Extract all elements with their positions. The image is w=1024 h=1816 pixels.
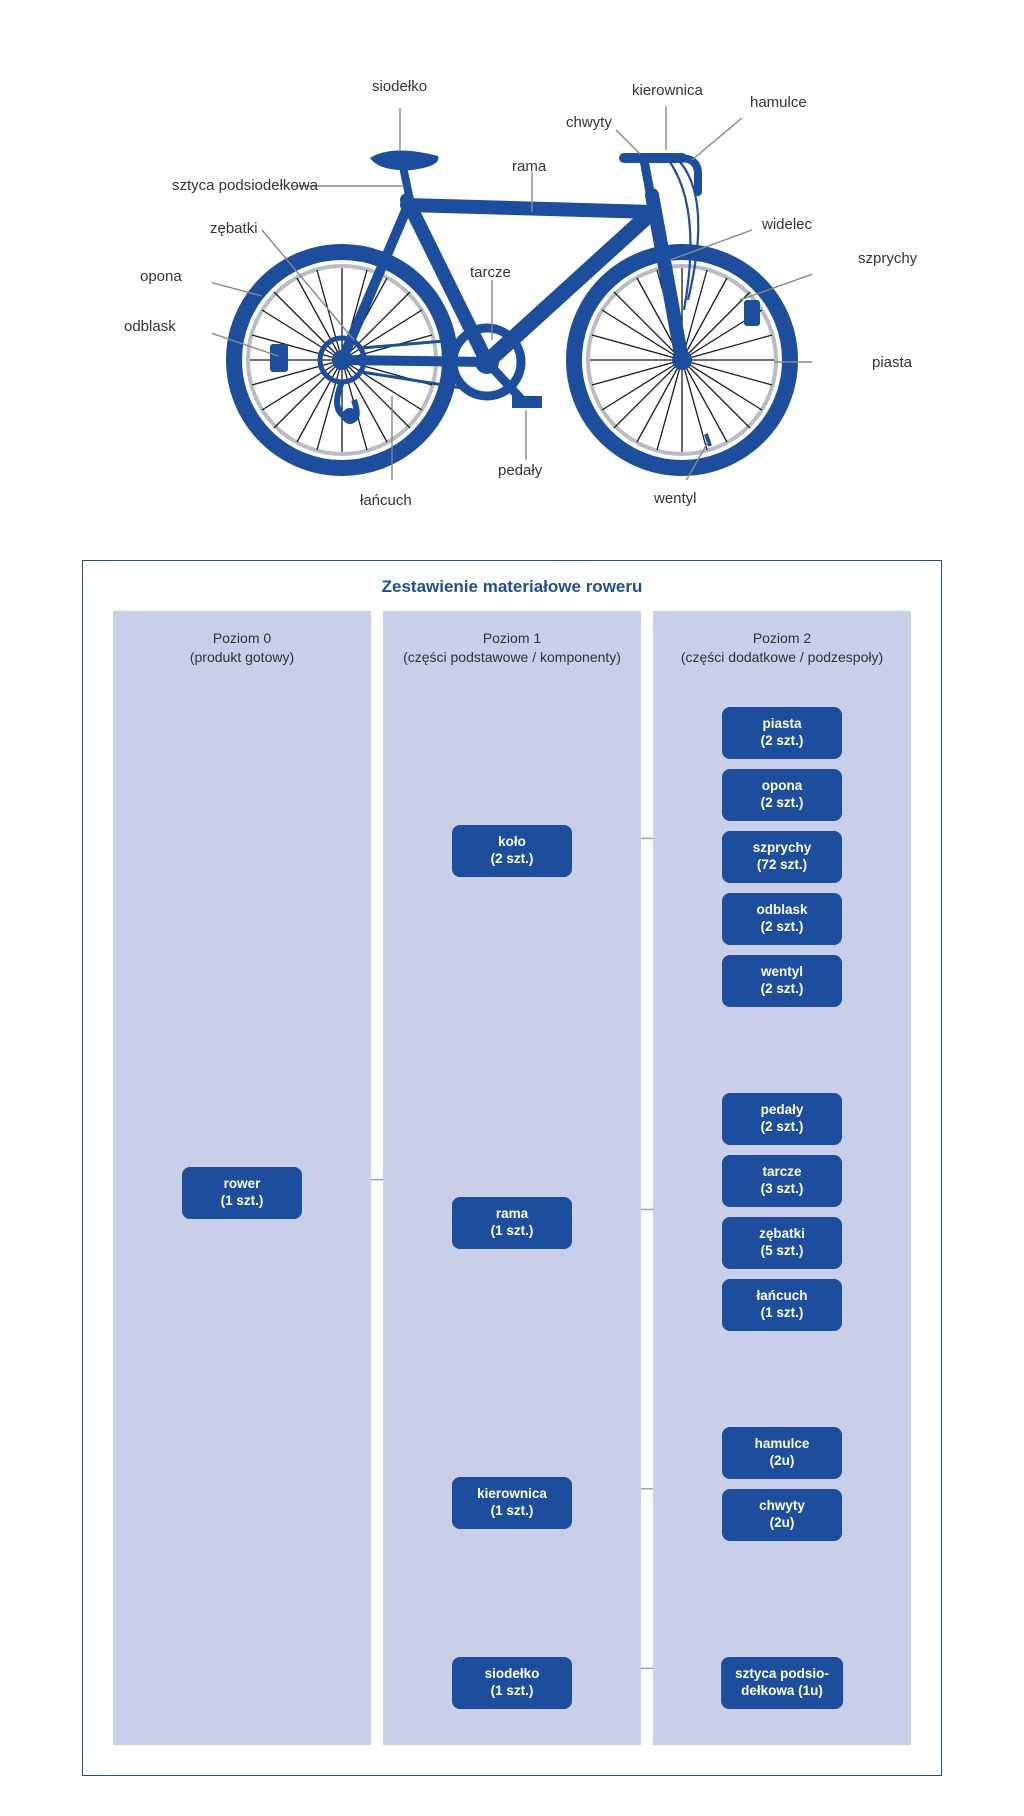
node-szty-name: sztyca podsio-: [735, 1666, 829, 1683]
node-rower-qty: (1 szt.): [196, 1193, 288, 1210]
node-tarcze-qty: (3 szt.): [736, 1181, 828, 1198]
label-piasta: piasta: [872, 354, 912, 371]
label-zebatki: zębatki: [210, 220, 258, 237]
label-kierownica: kierownica: [632, 82, 703, 99]
bom-col0-header: Poziom 0 (produkt gotowy): [123, 629, 361, 685]
bom-col0-h2: (produkt gotowy): [190, 649, 294, 665]
node-opona: opona (2 szt.): [722, 769, 842, 821]
node-szty-qty: dełkowa (1u): [735, 1683, 829, 1700]
label-wentyl: wentyl: [654, 490, 697, 507]
node-lancuch: łańcuch (1 szt.): [722, 1279, 842, 1331]
label-szprychy: szprychy: [858, 250, 917, 267]
node-lanc-qty: (1 szt.): [736, 1305, 828, 1322]
node-siod-name: siodełko: [466, 1666, 558, 1683]
node-opona-qty: (2 szt.): [736, 795, 828, 812]
node-szpr-qty: (72 szt.): [736, 857, 828, 874]
node-ham-name: hamulce: [736, 1436, 828, 1453]
node-ped-name: pedały: [736, 1102, 828, 1119]
node-pedaly: pedały (2 szt.): [722, 1093, 842, 1145]
node-chw-name: chwyty: [736, 1498, 828, 1515]
node-kolo: koło (2 szt.): [452, 825, 572, 877]
bom-panel: Zestawienie materiałowe roweru: [82, 560, 942, 1776]
node-kier-name: kierownica: [466, 1486, 558, 1503]
node-piasta: piasta (2 szt.): [722, 707, 842, 759]
node-tarcze-name: tarcze: [736, 1164, 828, 1181]
bom-col1-h1: Poziom 1: [483, 630, 541, 646]
node-szpr-name: szprychy: [736, 840, 828, 857]
label-siodelko: siodełko: [372, 78, 427, 95]
node-siod-qty: (1 szt.): [466, 1683, 558, 1700]
node-kolo-qty: (2 szt.): [466, 851, 558, 868]
node-piasta-qty: (2 szt.): [736, 733, 828, 750]
label-rama: rama: [512, 158, 546, 175]
node-ped-qty: (2 szt.): [736, 1119, 828, 1136]
node-piasta-name: piasta: [736, 716, 828, 733]
bom-col2-h1: Poziom 2: [753, 630, 811, 646]
node-zeb-qty: (5 szt.): [736, 1243, 828, 1260]
bom-col2-h2: (części dodatkowe / podzespoły): [681, 649, 883, 665]
label-sztyca: sztyca podsiodełkowa: [172, 177, 318, 194]
bom-title: Zestawienie materiałowe roweru: [113, 577, 911, 597]
label-opona: opona: [140, 268, 182, 285]
bom-col1-h2: (części podstawowe / komponenty): [403, 649, 621, 665]
node-zebatki: zębatki (5 szt.): [722, 1217, 842, 1269]
label-lancuch: łańcuch: [360, 492, 412, 509]
node-rower: rower (1 szt.): [182, 1167, 302, 1219]
node-sztyca: sztyca podsio- dełkowa (1u): [721, 1657, 843, 1709]
node-odblask: odblask (2 szt.): [722, 893, 842, 945]
node-kolo-name: koło: [466, 834, 558, 851]
node-rama-qty: (1 szt.): [466, 1223, 558, 1240]
bom-grid: Poziom 0 (produkt gotowy) rower (1 szt.)…: [113, 611, 911, 1745]
node-chw-qty: (2u): [736, 1515, 828, 1532]
node-lanc-name: łańcuch: [736, 1288, 828, 1305]
node-odbl-name: odblask: [736, 902, 828, 919]
label-odblask: odblask: [124, 318, 176, 335]
bom-col-level0: Poziom 0 (produkt gotowy) rower (1 szt.): [113, 611, 371, 1745]
node-went-name: wentyl: [736, 964, 828, 981]
node-kier-qty: (1 szt.): [466, 1503, 558, 1520]
node-ham-qty: (2u): [736, 1453, 828, 1470]
bom-col2-header: Poziom 2 (części dodatkowe / podzespoły): [663, 629, 901, 685]
saddle: [370, 150, 438, 170]
label-pedaly: pedały: [498, 462, 542, 479]
node-szprychy: szprychy (72 szt.): [722, 831, 842, 883]
bicycle-illustration: [212, 100, 812, 480]
label-chwyty: chwyty: [566, 114, 612, 131]
bom-col-level2: Poziom 2 (części dodatkowe / podzespoły)…: [653, 611, 911, 1745]
node-zeb-name: zębatki: [736, 1226, 828, 1243]
node-rama-name: rama: [466, 1206, 558, 1223]
bom-col0-h1: Poziom 0: [213, 630, 271, 646]
node-tarcze: tarcze (3 szt.): [722, 1155, 842, 1207]
node-hamulce: hamulce (2u): [722, 1427, 842, 1479]
node-wentyl: wentyl (2 szt.): [722, 955, 842, 1007]
node-rama: rama (1 szt.): [452, 1197, 572, 1249]
label-tarcze: tarcze: [470, 264, 511, 281]
node-went-qty: (2 szt.): [736, 981, 828, 998]
node-rower-name: rower: [196, 1176, 288, 1193]
label-hamulce: hamulce: [750, 94, 807, 111]
bom-col1-header: Poziom 1 (części podstawowe / komponenty…: [393, 629, 631, 685]
node-odbl-qty: (2 szt.): [736, 919, 828, 936]
bicycle-labeled-diagram: siodełko sztyca podsiodełkowa zębatki op…: [82, 40, 942, 520]
node-chwyty: chwyty (2u): [722, 1489, 842, 1541]
node-siodelko: siodełko (1 szt.): [452, 1657, 572, 1709]
bom-col-level1: Poziom 1 (części podstawowe / komponenty…: [383, 611, 641, 1745]
label-widelec: widelec: [762, 216, 812, 233]
node-kierownica: kierownica (1 szt.): [452, 1477, 572, 1529]
node-opona-name: opona: [736, 778, 828, 795]
